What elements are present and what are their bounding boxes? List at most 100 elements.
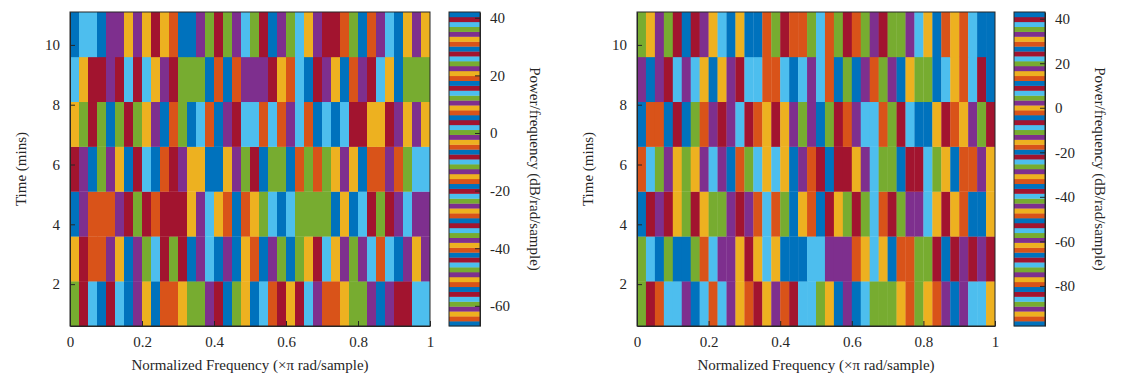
cell: [718, 102, 727, 147]
colorbar-stripe: [1014, 262, 1045, 267]
cell: [70, 236, 79, 281]
cell: [968, 12, 977, 57]
cell: [286, 147, 295, 192]
cell: [142, 57, 151, 102]
colorbar-stripe: [1014, 105, 1045, 110]
cell: [879, 147, 888, 192]
cell: [331, 57, 340, 102]
cell: [709, 191, 718, 236]
cell: [664, 12, 673, 57]
x-axis-title: Normalized Frequency (×π rad/sample): [131, 357, 368, 374]
cell: [205, 281, 214, 326]
tick-mark: [1040, 241, 1045, 242]
tick-label: 0.6: [843, 334, 862, 350]
cell: [888, 281, 897, 326]
colorbar-stripe: [449, 267, 480, 272]
cell: [646, 236, 655, 281]
cell: [259, 12, 268, 57]
cell: [394, 57, 403, 102]
cell: [124, 57, 133, 102]
tick-label: 4: [53, 217, 61, 233]
cell: [682, 147, 691, 192]
cell: [331, 191, 340, 236]
cell: [115, 57, 124, 102]
cell: [897, 12, 906, 57]
cell: [664, 57, 673, 102]
tick-label: -60: [490, 298, 510, 314]
cell: [771, 281, 780, 326]
colorbar-stripe: [1014, 184, 1045, 189]
cell: [295, 236, 304, 281]
cell: [977, 147, 986, 192]
tick: 10: [45, 37, 75, 53]
colorbar-stripe: [1014, 189, 1045, 194]
cell: [753, 191, 762, 236]
cell: [367, 147, 376, 192]
cell: [789, 191, 798, 236]
tick-mark: [637, 284, 642, 285]
tick-mark: [142, 321, 143, 326]
colorbar-stripe: [1014, 169, 1045, 174]
cell: [196, 147, 205, 192]
cell: [762, 57, 771, 102]
cell: [718, 236, 727, 281]
cell: [897, 236, 906, 281]
cell: [88, 102, 97, 147]
cell: [879, 191, 888, 236]
colorbar-stripe: [1014, 306, 1045, 311]
colorbar-stripe: [449, 32, 480, 37]
colorbar-stripe: [449, 169, 480, 174]
colorbar: -60-40-2002040: [449, 10, 510, 326]
cell: [968, 57, 977, 102]
cell: [655, 12, 664, 57]
cell: [673, 147, 682, 192]
cell: [906, 12, 915, 57]
tick-mark: [475, 191, 480, 192]
cell: [214, 147, 223, 192]
cell: [286, 102, 295, 147]
cell: [421, 236, 430, 281]
cell: [304, 57, 313, 102]
cell: [259, 147, 268, 192]
cell: [986, 102, 995, 147]
tick-label: 0: [490, 125, 498, 141]
cell: [232, 236, 241, 281]
cell: [385, 12, 394, 57]
colorbar-stripe: [1014, 179, 1045, 184]
colorbar-stripe: [449, 297, 480, 302]
cell: [124, 281, 133, 326]
cell: [358, 147, 367, 192]
cell: [88, 236, 97, 281]
colorbar-stripe: [449, 12, 480, 17]
tick: 20: [1040, 56, 1070, 72]
cell: [888, 191, 897, 236]
cell: [968, 281, 977, 326]
tick: 20: [475, 68, 505, 84]
cell: [673, 12, 682, 57]
cell: [691, 236, 700, 281]
colorbar-stripe: [449, 292, 480, 297]
cell: [151, 281, 160, 326]
colorbar-stripe: [449, 46, 480, 51]
cell: [115, 12, 124, 57]
colorbar-stripe: [449, 233, 480, 238]
cell: [727, 147, 736, 192]
cell: [187, 236, 196, 281]
cell: [115, 102, 124, 147]
cell: [403, 102, 412, 147]
cell: [914, 281, 923, 326]
cell: [367, 102, 376, 147]
cell: [950, 236, 959, 281]
colorbar-frame: [1014, 12, 1045, 326]
cell: [646, 191, 655, 236]
tick-label: -80: [1055, 278, 1075, 294]
cell: [187, 12, 196, 57]
cell: [888, 57, 897, 102]
colorbar-stripe: [1014, 46, 1045, 51]
cell: [421, 147, 430, 192]
cell: [304, 236, 313, 281]
cell: [655, 147, 664, 192]
colorbar-stripe: [1014, 86, 1045, 91]
cell: [277, 191, 286, 236]
cell: [753, 12, 762, 57]
